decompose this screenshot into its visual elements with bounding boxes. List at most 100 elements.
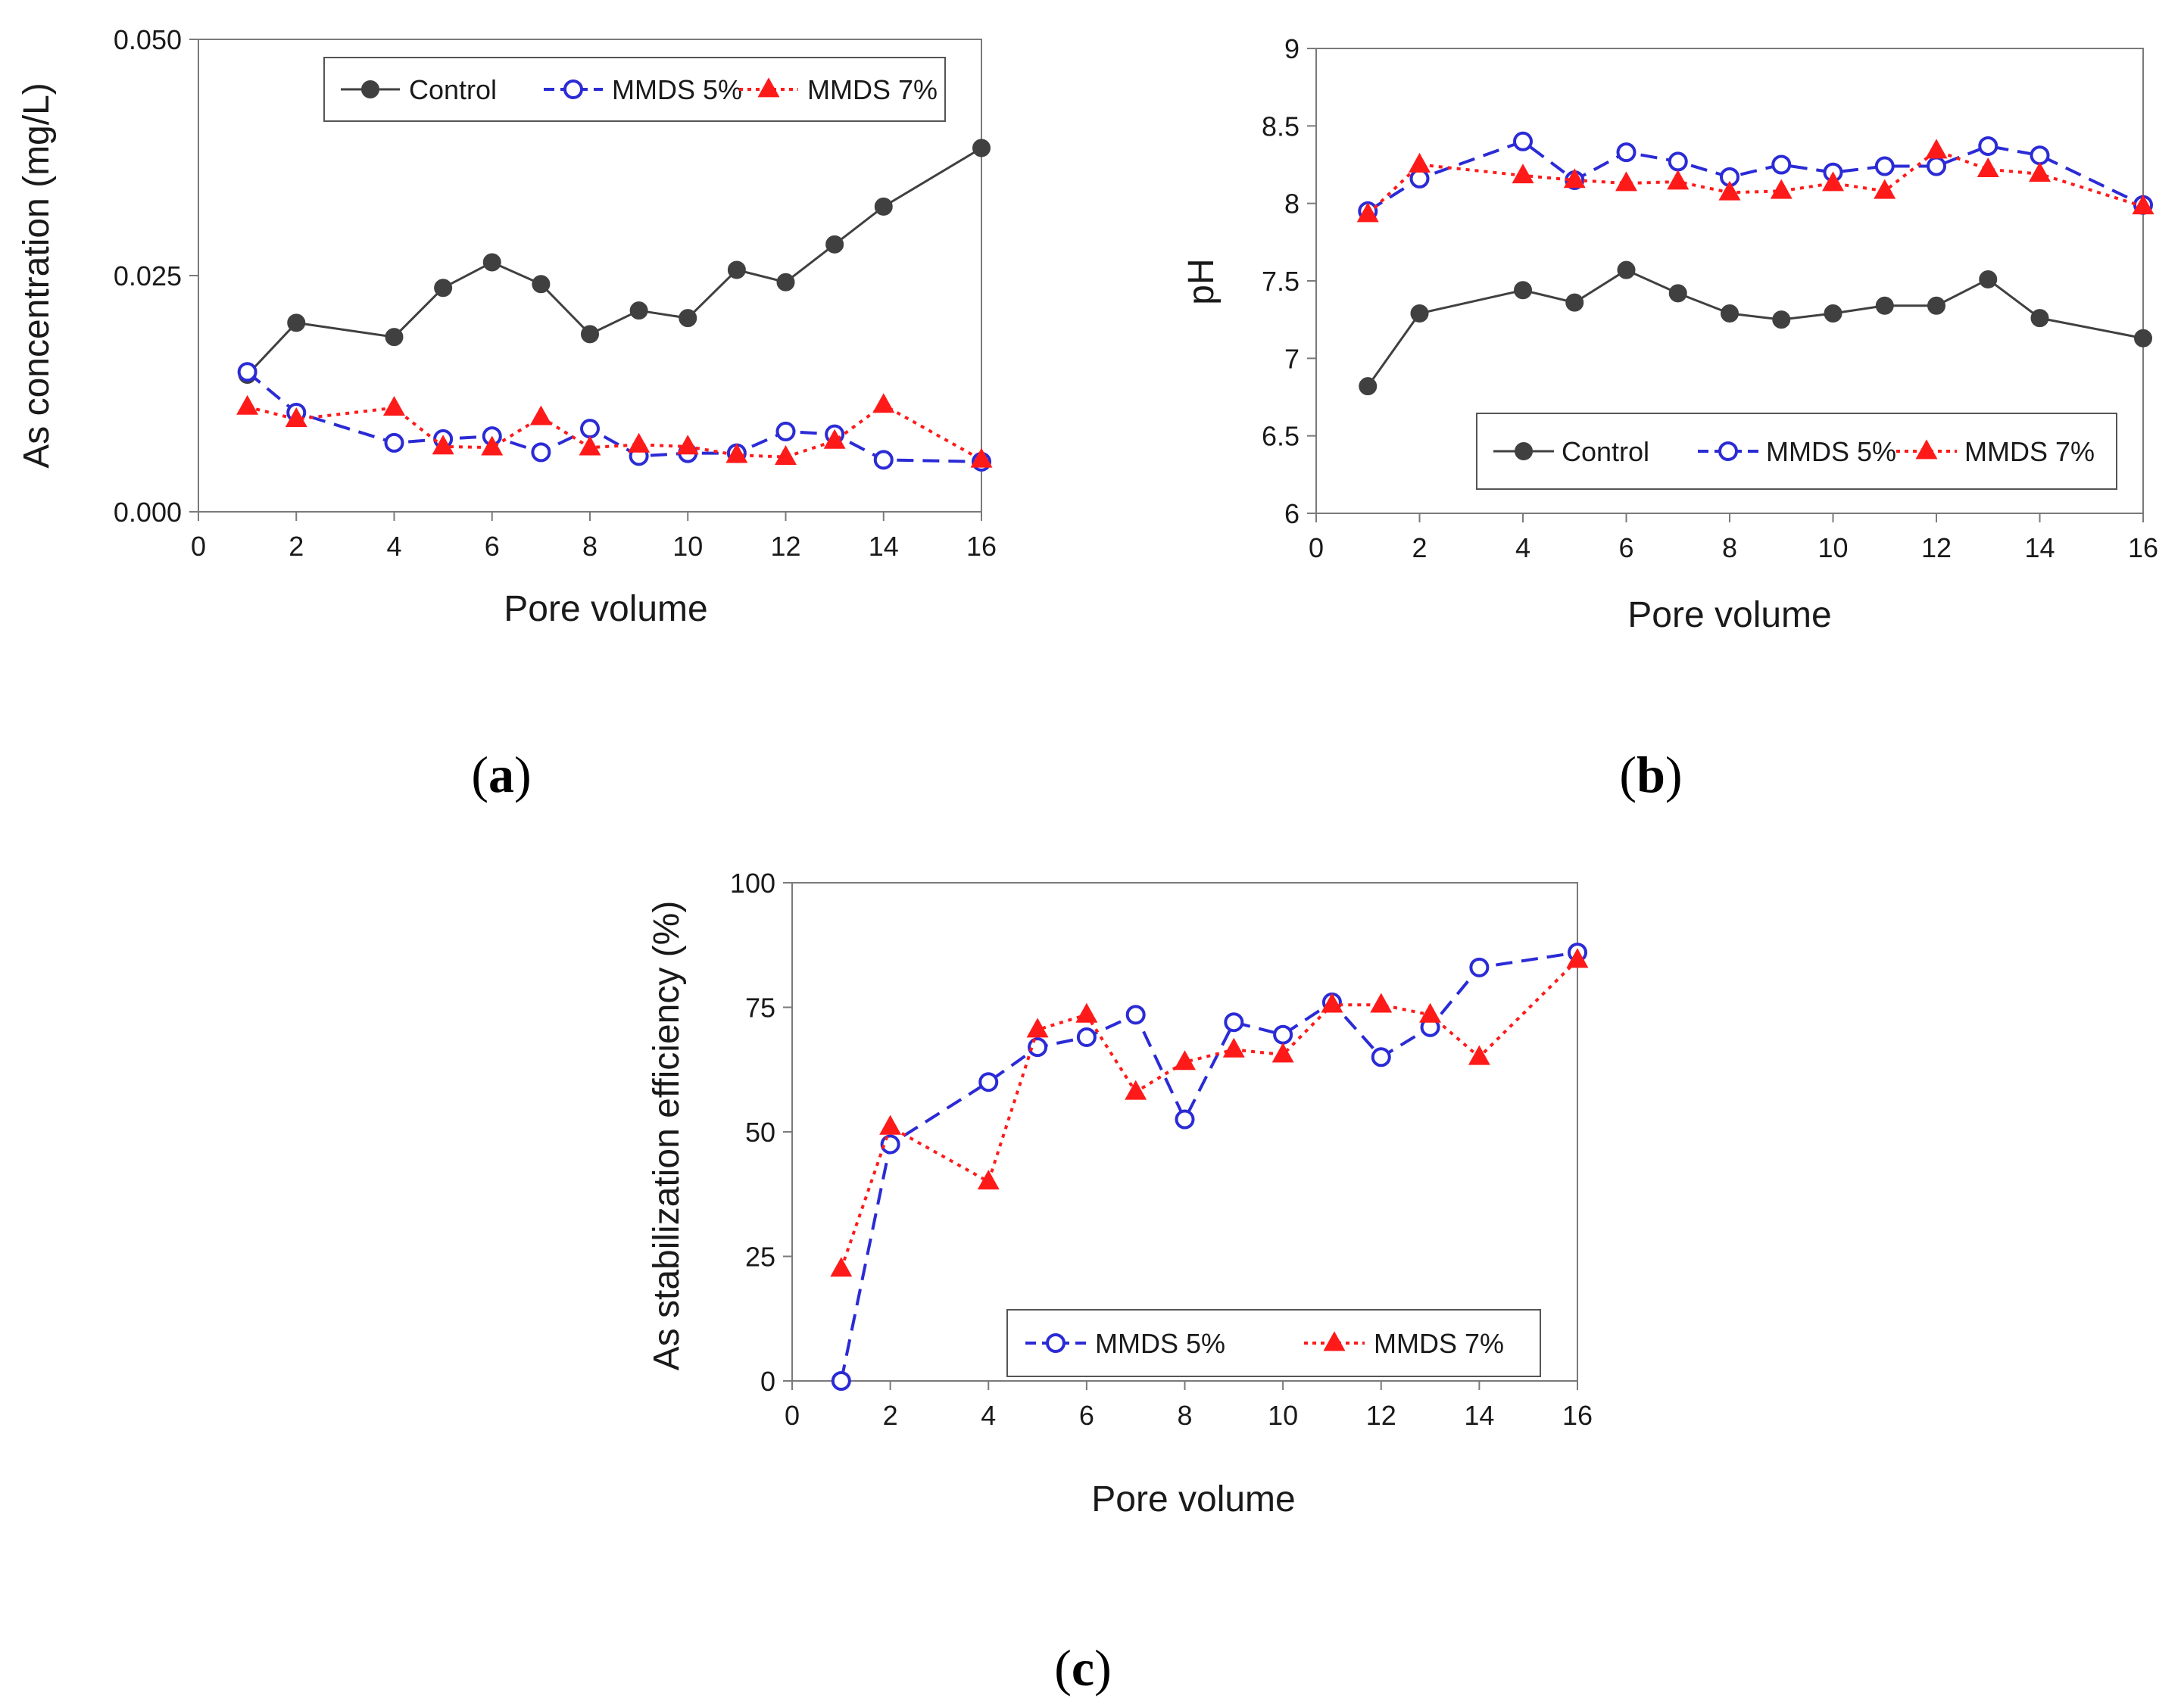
y-tick-label: 9: [1284, 33, 1300, 64]
series-mmds5: [237, 362, 991, 472]
y-tick-label: 75: [745, 993, 775, 1024]
legend: MMDS 5% MMDS 7%: [1006, 1309, 1541, 1377]
series-line-mmds7: [839, 958, 1579, 1270]
data-point-mmds7: [872, 393, 895, 413]
series-mmds7: [236, 393, 993, 468]
x-tick-label: 6: [485, 531, 500, 562]
legend-label-mmds5: MMDS 5%: [1766, 436, 1896, 467]
legend-box: [1006, 1309, 1541, 1377]
data-point-mmds5: [1371, 1047, 1391, 1068]
data-point-control: [1410, 304, 1429, 323]
data-point-mmds7: [725, 443, 748, 463]
chart-c-efficiency: 0 25 50 75 100 0 2 4 6 8 10 12 14 16 Pore volume As sta…: [647, 868, 1593, 1697]
data-point-control: [629, 301, 648, 320]
data-point-mmds5: [1175, 1109, 1195, 1130]
x-axis-label: Pore volume: [504, 589, 707, 629]
data-point-control: [287, 313, 306, 332]
data-point-control: [1668, 284, 1687, 303]
x-tick-label: 2: [1412, 532, 1427, 563]
data-point-mmds5: [1125, 1005, 1146, 1025]
data-point-mmds7: [529, 405, 552, 425]
x-tick-label: 0: [785, 1400, 800, 1431]
legend-marker-control: [361, 80, 379, 98]
legend-label-mmds5: MMDS 5%: [1095, 1328, 1225, 1359]
data-point-mmds7: [879, 1114, 902, 1135]
panel-label: (a): [471, 746, 531, 803]
data-point-control: [385, 328, 404, 347]
data-point-mmds7: [1075, 1002, 1098, 1023]
data-point-mmds5: [1224, 1012, 1244, 1033]
data-point-mmds5: [1927, 156, 1946, 176]
chart-a-concentration: 0.000 0.025 0.050 0 2 4 6 8 10 12 14 16 Pore volume A…: [17, 24, 997, 803]
data-point-mmds7: [1925, 139, 1948, 159]
x-tick-label: 4: [1515, 532, 1530, 563]
y-tick-label: 6.5: [1262, 421, 1300, 452]
chart-b-ph: 6 6.5 7 7.5 8 8.5 9 0 2 4 6 8 10 12 14 16 Pore volume pH C…: [1181, 33, 2158, 803]
data-point-mmds7: [2029, 162, 2051, 182]
data-point-mmds7: [1222, 1037, 1245, 1058]
data-point-control: [874, 197, 893, 216]
data-point-mmds5: [831, 1371, 851, 1391]
legend: Control MMDS 5% MMDS 7%: [1476, 413, 2117, 490]
data-point-control: [1772, 310, 1791, 329]
legend-label-control: Control: [1562, 436, 1649, 467]
data-point-mmds5: [1616, 142, 1637, 163]
legend-label-mmds7: MMDS 7%: [1374, 1328, 1504, 1359]
series-control: [238, 139, 991, 385]
series-line-mmds5: [1367, 139, 2144, 213]
y-tick-label: 7: [1284, 343, 1300, 374]
data-point-mmds7: [970, 447, 993, 468]
data-point-mmds5: [1273, 1024, 1293, 1045]
legend-marker-mmds5: [563, 79, 583, 99]
y-axis-label: As stabilization efficiency (%): [647, 901, 687, 1371]
panel-label: (c): [1054, 1639, 1112, 1697]
x-tick-label: 6: [1618, 532, 1633, 563]
data-point-mmds5: [1668, 151, 1688, 172]
legend-label-control: Control: [409, 74, 497, 105]
x-axis-label: Pore volume: [1091, 1479, 1295, 1519]
y-tick-label: 0.000: [114, 497, 182, 528]
data-point-control: [482, 253, 501, 272]
data-point-mmds7: [977, 1170, 1000, 1190]
legend-marker-mmds5: [1046, 1333, 1066, 1353]
data-point-mmds7: [1512, 164, 1534, 184]
data-point-mmds5: [1513, 131, 1533, 151]
data-point-mmds7: [1125, 1080, 1147, 1100]
data-point-mmds7: [432, 435, 454, 455]
data-point-control: [727, 260, 746, 279]
data-point-control: [825, 235, 844, 254]
data-point-control: [776, 273, 795, 291]
panel-label: (b): [1619, 746, 1682, 803]
y-axis-label: As concentration (mg/L): [17, 83, 57, 469]
data-point-mmds7: [1409, 152, 1431, 173]
data-point-mmds7: [1566, 948, 1589, 968]
x-tick-label: 12: [1366, 1400, 1396, 1431]
data-point-mmds7: [1419, 1002, 1442, 1023]
data-point-mmds7: [775, 444, 797, 465]
series-line-control: [1367, 269, 2144, 388]
series-control: [1359, 260, 2152, 396]
x-tick-label: 8: [1177, 1400, 1192, 1431]
x-tick-label: 12: [770, 531, 800, 562]
legend-label-mmds7: MMDS 7%: [807, 74, 938, 105]
x-tick-label: 14: [2024, 532, 2055, 563]
y-tick-label: 25: [745, 1242, 775, 1273]
data-point-control: [679, 309, 697, 328]
data-point-mmds7: [830, 1257, 853, 1277]
data-point-control: [1824, 304, 1842, 323]
data-point-control: [1617, 260, 1636, 279]
data-point-mmds7: [1770, 179, 1793, 199]
data-point-mmds5: [1978, 136, 1998, 156]
y-tick-label: 0: [760, 1366, 775, 1397]
x-axis-label: Pore volume: [1627, 595, 1831, 635]
x-tick-label: 16: [966, 531, 997, 562]
data-point-mmds7: [628, 432, 651, 453]
data-point-mmds7: [676, 435, 699, 455]
legend-marker-mmds5: [1718, 441, 1738, 461]
data-point-mmds7: [1174, 1050, 1196, 1071]
x-tick-label: 10: [672, 531, 703, 562]
x-tick-label: 8: [1722, 532, 1737, 563]
data-point-control: [1927, 296, 1945, 315]
data-point-mmds5: [2030, 145, 2050, 166]
